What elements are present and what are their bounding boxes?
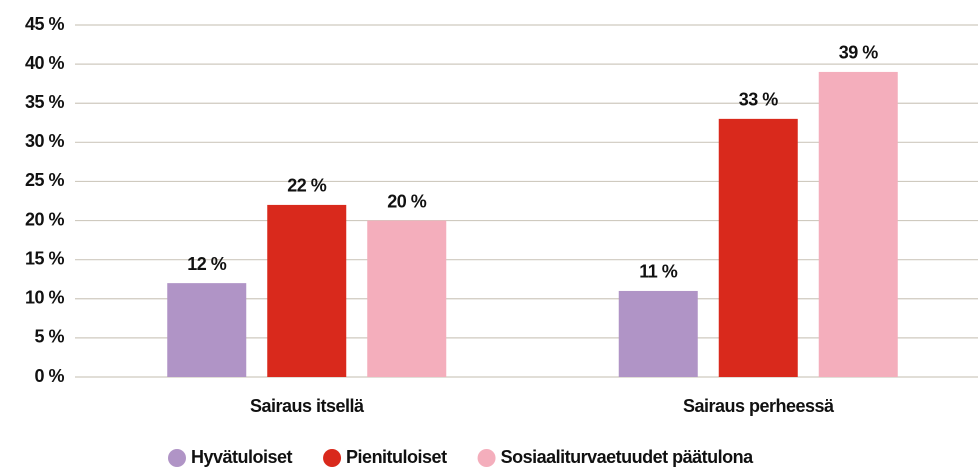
value-label: 39 %: [839, 43, 879, 63]
bar: [367, 220, 447, 377]
y-tick-label: 20 %: [25, 209, 65, 229]
value-label: 12 %: [187, 254, 227, 274]
y-tick-label: 35 %: [25, 92, 65, 112]
bar: [718, 118, 798, 377]
y-tick-label: 15 %: [25, 248, 65, 268]
value-label: 11 %: [639, 262, 678, 282]
legend-marker: [323, 449, 342, 467]
legend-label: Pienituloiset: [346, 447, 447, 467]
bar: [167, 283, 247, 377]
legend-marker: [477, 449, 496, 467]
legend-marker: [168, 449, 186, 467]
y-tick-label: 40 %: [25, 53, 65, 73]
bar: [618, 290, 698, 377]
y-tick-label: 30 %: [25, 131, 65, 151]
x-tick-label: Sairaus perheessä: [683, 396, 835, 416]
value-label: 20 %: [387, 191, 427, 211]
legend-label: Hyvätuloiset: [191, 447, 293, 467]
y-tick-label: 25 %: [25, 170, 65, 190]
y-tick-label: 10 %: [25, 288, 65, 308]
y-tick-label: 45 %: [25, 14, 65, 34]
y-tick-label: 0 %: [34, 366, 64, 386]
legend-label: Sosiaaliturvaetuudet päätulona: [501, 447, 755, 467]
bar: [267, 204, 347, 377]
value-label: 22 %: [287, 176, 327, 196]
x-tick-label: Sairaus itsellä: [250, 396, 365, 416]
value-label: 33 %: [739, 90, 779, 110]
y-tick-label: 5 %: [34, 327, 64, 347]
bar: [818, 71, 898, 377]
